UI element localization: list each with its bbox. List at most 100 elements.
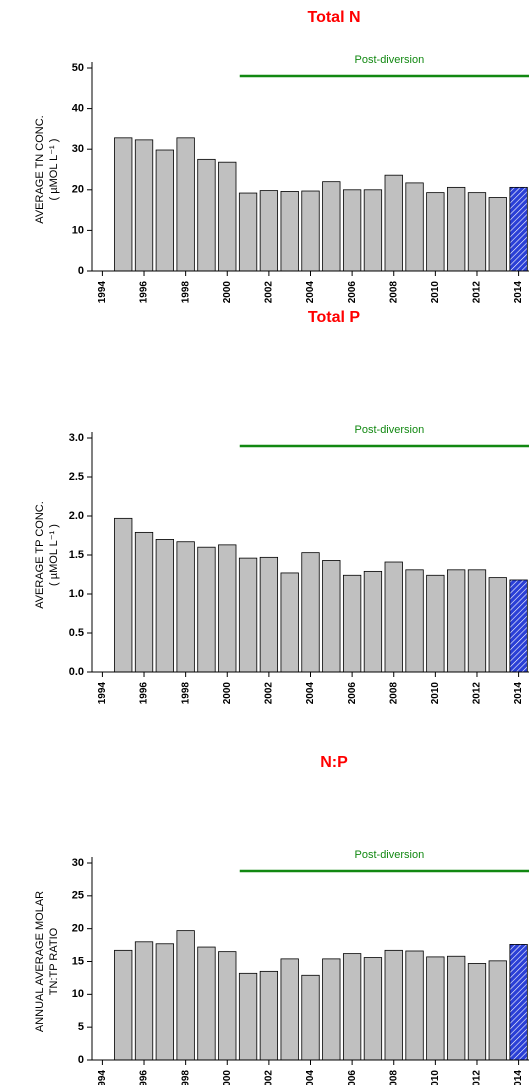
bar bbox=[238, 972, 258, 1061]
x-tick-label: 2006 bbox=[347, 1070, 358, 1085]
x-tick-label: 1994 bbox=[97, 1070, 108, 1085]
bar bbox=[301, 552, 320, 673]
bar bbox=[176, 930, 195, 1061]
y-tick-label: 0.5 bbox=[69, 627, 84, 639]
y-tick-label: 20 bbox=[72, 184, 84, 196]
x-tick-label: 2012 bbox=[472, 1070, 483, 1085]
bar bbox=[447, 955, 466, 1061]
x-tick-label: 2000 bbox=[222, 281, 233, 304]
bar bbox=[405, 950, 424, 1061]
x-tick-label: 2008 bbox=[388, 1070, 399, 1085]
bar bbox=[176, 541, 195, 673]
x-tick-label: 2006 bbox=[347, 682, 358, 705]
bar bbox=[467, 192, 487, 272]
x-tick-label: 2004 bbox=[305, 1070, 316, 1085]
bar bbox=[426, 956, 445, 1061]
bar bbox=[363, 957, 383, 1061]
annotation: Post-diversion bbox=[355, 54, 425, 66]
bar bbox=[363, 570, 383, 673]
y-tick-label: 25 bbox=[72, 890, 84, 902]
bar bbox=[447, 186, 466, 272]
bar bbox=[155, 149, 174, 272]
y-axis-label: TN:TP RATIO bbox=[48, 927, 60, 995]
x-tick-label: 1998 bbox=[180, 281, 191, 304]
y-tick-label: 0 bbox=[78, 1054, 84, 1066]
y-tick-label: 30 bbox=[72, 143, 84, 155]
bar bbox=[488, 197, 507, 272]
bar bbox=[384, 174, 403, 272]
x-tick-label: 2014 bbox=[513, 682, 524, 705]
chart-title: Total N bbox=[307, 9, 360, 26]
bar bbox=[405, 182, 424, 272]
y-tick-label: 15 bbox=[72, 955, 84, 967]
y-tick-label: 2.0 bbox=[69, 510, 84, 522]
bar bbox=[301, 190, 320, 272]
bar bbox=[176, 137, 195, 272]
bar bbox=[426, 192, 445, 272]
x-tick-label: 2014 bbox=[513, 1070, 524, 1085]
y-axis-label: AVERAGE TN CONC. bbox=[34, 115, 46, 223]
bar bbox=[322, 181, 341, 272]
y-axis-label: AVERAGE TP CONC. bbox=[34, 501, 46, 609]
x-tick-label: 2002 bbox=[264, 281, 275, 304]
annotation: Post-diversion bbox=[355, 424, 425, 436]
bar bbox=[384, 561, 403, 673]
x-tick-label: 1994 bbox=[97, 281, 108, 304]
bar bbox=[218, 161, 237, 272]
y-tick-label: 10 bbox=[72, 988, 84, 1000]
x-tick-label: 1996 bbox=[139, 281, 150, 304]
bar bbox=[259, 970, 279, 1061]
x-tick-label: 1994 bbox=[97, 682, 108, 705]
bar bbox=[280, 958, 299, 1061]
bar bbox=[114, 517, 133, 673]
y-tick-label: 50 bbox=[72, 62, 84, 74]
x-tick-label: 2004 bbox=[305, 682, 316, 705]
bar bbox=[322, 958, 341, 1061]
bar bbox=[301, 974, 320, 1061]
bar bbox=[488, 577, 507, 673]
bar bbox=[447, 569, 466, 673]
x-tick-label: 2012 bbox=[472, 281, 483, 304]
bar bbox=[280, 191, 299, 272]
x-tick-label: 2000 bbox=[222, 682, 233, 705]
x-tick-label: 2008 bbox=[388, 682, 399, 705]
x-tick-label: 2002 bbox=[264, 1070, 275, 1085]
y-tick-label: 1.0 bbox=[69, 588, 84, 600]
x-tick-label: 2014 bbox=[513, 281, 524, 304]
y-tick-label: 40 bbox=[72, 103, 84, 115]
x-tick-label: 1996 bbox=[139, 1070, 150, 1085]
x-tick-label: 2012 bbox=[472, 682, 483, 705]
bar bbox=[509, 579, 528, 673]
x-tick-label: 2004 bbox=[305, 281, 316, 304]
y-tick-label: 1.5 bbox=[69, 549, 84, 561]
bar bbox=[280, 572, 299, 673]
y-axis-label: ( µMOL L⁻¹ ) bbox=[48, 524, 60, 586]
bar bbox=[488, 960, 507, 1061]
x-tick-label: 1998 bbox=[180, 682, 191, 705]
y-tick-label: 0 bbox=[78, 265, 84, 277]
y-tick-label: 5 bbox=[78, 1021, 84, 1033]
bar bbox=[405, 569, 424, 673]
bar bbox=[155, 539, 174, 673]
bar bbox=[218, 951, 237, 1061]
bar bbox=[238, 557, 258, 673]
y-tick-label: 10 bbox=[72, 224, 84, 236]
y-axis-label: ( µMOL L⁻¹ ) bbox=[48, 139, 60, 201]
bar bbox=[197, 158, 216, 272]
bar bbox=[197, 546, 216, 673]
bar bbox=[509, 186, 528, 272]
x-tick-label: 2010 bbox=[430, 1070, 441, 1085]
x-tick-label: 2010 bbox=[430, 682, 441, 705]
y-axis-label: ANNUAL AVERAGE MOLAR bbox=[34, 891, 46, 1032]
bar bbox=[134, 531, 154, 673]
bar bbox=[134, 941, 154, 1061]
y-tick-label: 3.0 bbox=[69, 432, 84, 444]
x-tick-label: 2000 bbox=[222, 1070, 233, 1085]
bar bbox=[155, 943, 174, 1061]
x-tick-label: 1996 bbox=[139, 682, 150, 705]
bar bbox=[238, 192, 258, 272]
x-tick-label: 2010 bbox=[430, 281, 441, 304]
bar bbox=[259, 556, 279, 673]
bar bbox=[114, 949, 133, 1061]
